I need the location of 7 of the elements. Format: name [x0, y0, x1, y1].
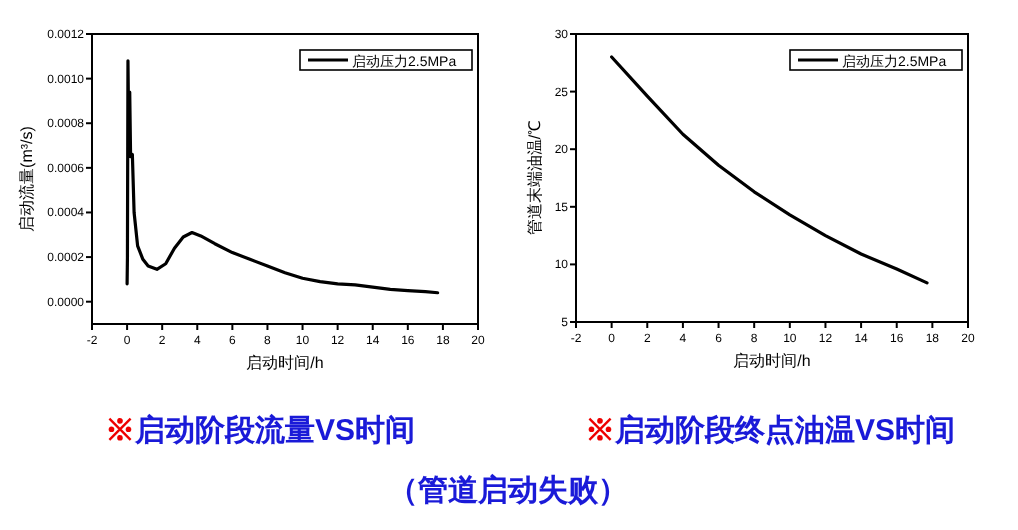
y-axis-title: 启动流量(m³/s): [18, 125, 36, 232]
text: ※启动阶段流量VS时间: [104, 412, 416, 448]
text: （管道启动失败）: [388, 472, 628, 508]
x-axis-title: 启动时间/h: [246, 354, 324, 372]
x-axis-title: 启动时间/h: [733, 352, 811, 370]
text: ※启动阶段终点油温VS时间: [584, 412, 956, 448]
y-axis-title: 管道末端油温/℃: [526, 120, 544, 236]
